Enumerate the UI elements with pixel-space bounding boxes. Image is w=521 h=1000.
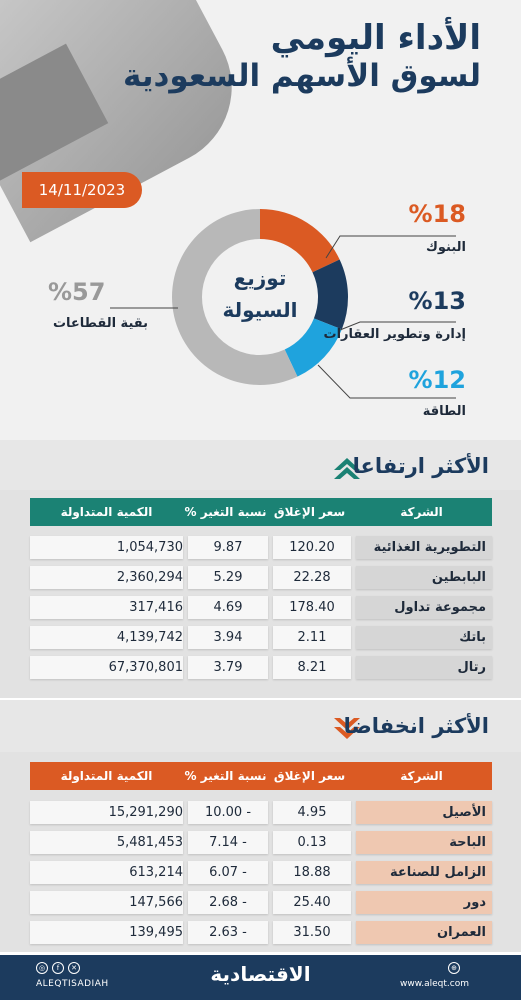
col-volume: الكمية المتداولة	[60, 769, 153, 783]
change-percent-cell: 7.14 -	[188, 831, 268, 854]
page-subtitle: لسوق الأسهم السعودية	[123, 58, 481, 94]
table-row: رتال 8.21 3.79 67,370,801	[30, 656, 492, 679]
facebook-icon[interactable]: f	[52, 962, 64, 974]
double-chevron-down-icon	[334, 718, 360, 739]
close-price-cell: 22.28	[273, 566, 351, 589]
volume-cell: 4,139,742	[30, 626, 183, 649]
change-percent-cell: 3.94	[188, 626, 268, 649]
close-price-cell: 25.40	[273, 891, 351, 914]
table-row: الباحة 0.13 7.14 -5,481,453	[30, 831, 492, 854]
col-company: الشركة	[400, 505, 443, 519]
callout-lines	[110, 235, 456, 399]
company-cell: الزامل للصناعة	[356, 861, 492, 884]
company-cell: رتال	[356, 656, 492, 679]
company-cell: باتك	[356, 626, 492, 649]
table-row: البابطين 22.28 5.29 2,360,294	[30, 566, 492, 589]
company-cell: العمران	[356, 921, 492, 944]
col-close: سعر الإغلاق	[273, 769, 346, 783]
company-cell: الأصيل	[356, 801, 492, 824]
change-percent-cell: 3.79	[188, 656, 268, 679]
company-cell: التطويرية الغذائية	[356, 536, 492, 559]
company-cell: البابطين	[356, 566, 492, 589]
change-percent-cell: 5.29	[188, 566, 268, 589]
volume-cell: 67,370,801	[30, 656, 183, 679]
change-percent-cell: 2.68 -	[188, 891, 268, 914]
energy-percent: %12	[408, 366, 466, 394]
table-row: الزامل للصناعة 18.88 6.07 -613,214	[30, 861, 492, 884]
close-price-cell: 18.88	[273, 861, 351, 884]
col-change: نسبة التغير %	[184, 769, 267, 783]
company-cell: مجموعة تداول	[356, 596, 492, 619]
volume-cell: 5,481,453	[30, 831, 183, 854]
table-row: باتك 2.11 3.94 4,139,742	[30, 626, 492, 649]
publisher-logo: الاقتصادية	[210, 962, 311, 986]
company-cell: الباحة	[356, 831, 492, 854]
losers-title: الأكثر انخفاضا	[343, 714, 489, 738]
table-row: التطويرية الغذائية 120.20 9.87 1,054,730	[30, 536, 492, 559]
table-row: العمران 31.50 2.63 -139,495	[30, 921, 492, 944]
losers-table-header: الشركة سعر الإغلاق نسبة التغير % الكمية …	[30, 762, 492, 790]
website-link[interactable]: www.aleqt.com	[400, 979, 469, 989]
close-price-cell: 0.13	[273, 831, 351, 854]
close-price-cell: 31.50	[273, 921, 351, 944]
volume-cell: 147,566	[30, 891, 183, 914]
close-price-cell: 4.95	[273, 801, 351, 824]
social-handle: ALEQTISADIAH	[36, 979, 109, 989]
liquidity-donut-chart: توزيع السيولة	[172, 209, 348, 385]
donut-center-line2: السيولة	[222, 298, 297, 322]
page-title: الأداء اليومي	[270, 18, 481, 58]
change-percent-cell: 10.00 -	[188, 801, 268, 824]
change-percent-cell: 2.63 -	[188, 921, 268, 944]
double-chevron-up-icon	[334, 458, 360, 479]
col-close: سعر الإغلاق	[273, 505, 346, 519]
donut-center-line1: توزيع	[234, 266, 287, 290]
donut-slice-2	[284, 318, 342, 377]
change-percent-cell: 9.87	[188, 536, 268, 559]
donut-slice-3	[172, 209, 298, 385]
change-percent-cell: 6.07 -	[188, 861, 268, 884]
footer: ◎ f ✕ ALEQTISADIAH الاقتصادية ⊕ www.aleq…	[0, 955, 521, 1000]
close-price-cell: 178.40	[273, 596, 351, 619]
banks-label: البنوك	[425, 240, 466, 255]
table-row: مجموعة تداول 178.40 4.69 317,416	[30, 596, 492, 619]
close-price-cell: 2.11	[273, 626, 351, 649]
table-row: دور 25.40 2.68 -147,566	[30, 891, 492, 914]
top-panel: الأداء اليومي لسوق الأسهم السعودية 14/11…	[0, 0, 521, 440]
other-sectors-label: بقية القطاعات	[52, 316, 148, 331]
volume-cell: 317,416	[30, 596, 183, 619]
gainers-table-header: الشركة سعر الإغلاق نسبة التغير % الكمية …	[30, 498, 492, 526]
col-change: نسبة التغير %	[184, 505, 267, 519]
table-row: الأصيل 4.95 10.00 -15,291,290	[30, 801, 492, 824]
close-price-cell: 8.21	[273, 656, 351, 679]
col-volume: الكمية المتداولة	[60, 505, 153, 519]
globe-icon: ⊕	[448, 962, 460, 974]
change-percent-cell: 4.69	[188, 596, 268, 619]
volume-cell: 2,360,294	[30, 566, 183, 589]
other-sectors-percent: %57	[48, 278, 106, 306]
real-estate-label: إدارة وتطوير العقارات	[323, 327, 466, 342]
banks-percent: %18	[408, 200, 466, 228]
donut-slice-0	[260, 209, 340, 273]
volume-cell: 15,291,290	[30, 801, 183, 824]
volume-cell: 139,495	[30, 921, 183, 944]
energy-label: الطاقة	[422, 404, 466, 419]
volume-cell: 1,054,730	[30, 536, 183, 559]
instagram-icon[interactable]: ◎	[36, 962, 48, 974]
real-estate-percent: %13	[408, 287, 466, 315]
company-cell: دور	[356, 891, 492, 914]
col-company: الشركة	[400, 769, 443, 783]
gainers-title: الأكثر ارتفاعا	[352, 454, 489, 478]
volume-cell: 613,214	[30, 861, 183, 884]
close-price-cell: 120.20	[273, 536, 351, 559]
date-badge: 14/11/2023	[22, 172, 142, 208]
social-links: ◎ f ✕	[36, 962, 80, 974]
x-icon[interactable]: ✕	[68, 962, 80, 974]
donut-slice-1	[312, 259, 348, 330]
